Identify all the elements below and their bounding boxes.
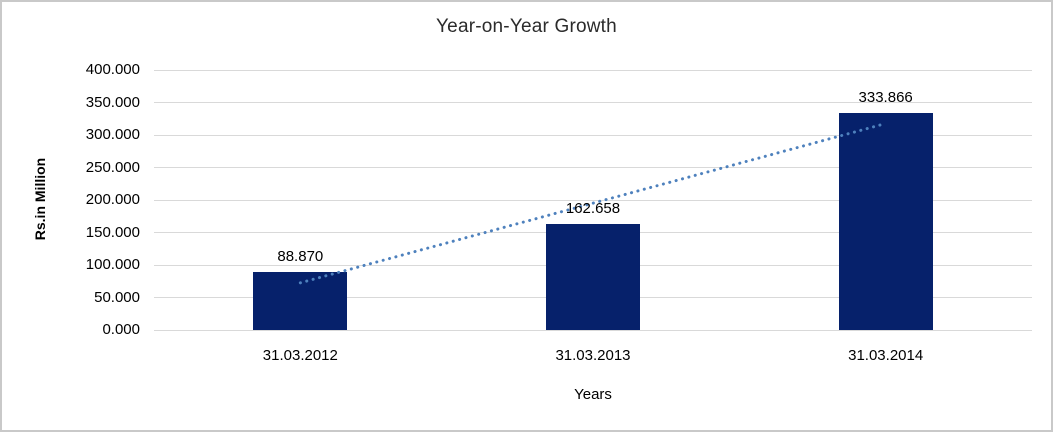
plot-area bbox=[154, 69, 1032, 331]
y-axis-tick-label: 100.000 bbox=[85, 256, 140, 273]
y-axis-tick-label: 0.000 bbox=[102, 321, 140, 338]
x-axis-tick-label: 31.03.2012 bbox=[262, 347, 338, 364]
gridline bbox=[154, 69, 1032, 71]
gridline bbox=[154, 134, 1032, 136]
gridline bbox=[154, 329, 1032, 331]
chart-title: Year-on-Year Growth bbox=[436, 16, 617, 37]
y-axis-tick-label: 150.000 bbox=[85, 223, 140, 241]
y-axis-tick-label: 350.000 bbox=[85, 93, 140, 111]
y-axis-tick-label: 250.000 bbox=[85, 158, 140, 176]
bar-data-label: 88.870 bbox=[277, 248, 324, 266]
gridline bbox=[154, 167, 1032, 168]
gridline bbox=[154, 102, 1032, 103]
gridline bbox=[154, 199, 1032, 201]
y-axis-tick-label: 400.000 bbox=[85, 61, 140, 78]
bar-data-label: 162.658 bbox=[565, 200, 621, 218]
trendline bbox=[298, 122, 888, 285]
y-axis-tick-label: 50.000 bbox=[94, 288, 140, 306]
bar-data-label: 333.866 bbox=[858, 88, 913, 106]
x-axis-title: Years bbox=[574, 386, 612, 403]
y-axis-tick-label: 300.000 bbox=[85, 126, 140, 143]
y-axis-tick-label: 200.000 bbox=[85, 191, 140, 208]
x-axis-tick-label: 31.03.2013 bbox=[555, 347, 631, 364]
x-axis-tick-label: 31.03.2014 bbox=[848, 347, 924, 364]
bar bbox=[838, 113, 933, 330]
bar bbox=[546, 224, 640, 330]
